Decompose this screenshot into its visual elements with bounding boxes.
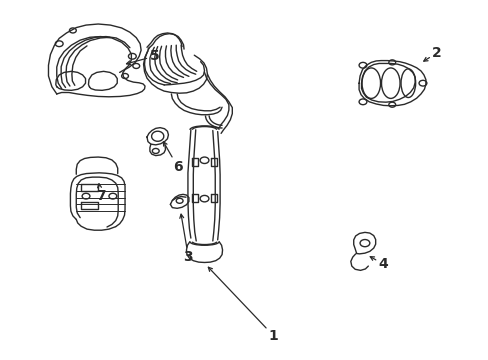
Text: 6: 6 [163, 142, 182, 174]
Text: 2: 2 [423, 46, 441, 61]
Text: 5: 5 [126, 49, 159, 65]
Text: 4: 4 [369, 257, 387, 271]
Text: 3: 3 [180, 214, 193, 264]
Text: 7: 7 [96, 184, 105, 203]
Text: 1: 1 [208, 267, 278, 343]
